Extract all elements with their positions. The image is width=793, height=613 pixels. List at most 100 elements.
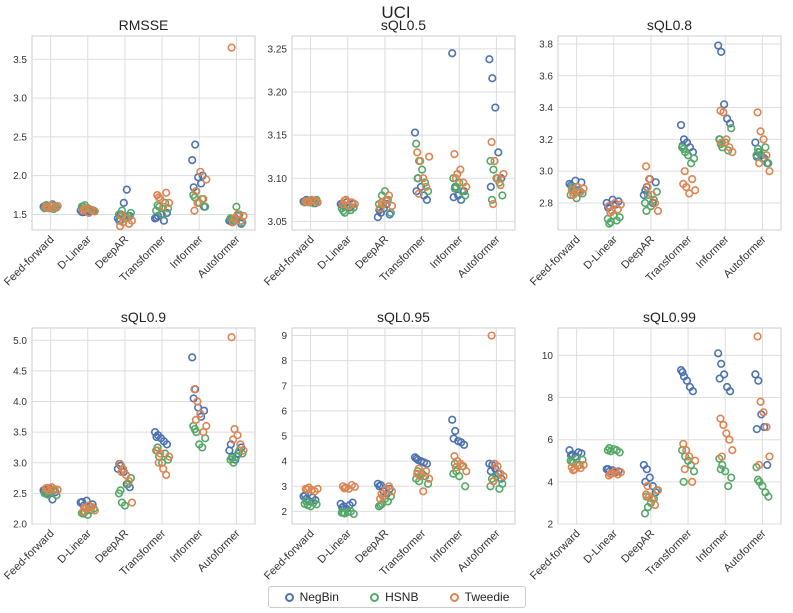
point-tweedie [233,431,242,440]
point-tweedie [569,466,578,475]
point-hsnb [449,174,458,183]
point-negbin [488,74,497,83]
point-tweedie [650,500,660,510]
point-tweedie [350,200,359,209]
point-tweedie [191,415,201,424]
panel-title: sQL0.9 [121,309,166,325]
point-tweedie [653,486,663,495]
point-hsnb [487,195,497,204]
point-hsnb [415,477,424,486]
y-tick-label: 3.4 [539,103,553,114]
point-negbin [720,370,729,379]
y-tick-label: 4.0 [13,397,27,408]
point-tweedie [303,197,312,206]
y-tick-label: 3.2 [539,135,553,146]
point-negbin [48,495,57,504]
point-tweedie [190,206,199,215]
point-hsnb [724,481,733,491]
point-tweedie [162,470,171,480]
legend-item-hsnb: HSNB [370,590,418,604]
point-tweedie [487,137,496,147]
point-negbin [751,370,760,379]
y-tick-label: 5.0 [13,336,27,347]
point-tweedie [641,162,651,171]
point-hsnb [642,206,651,216]
point-tweedie [239,211,248,221]
x-tick-label: DeepAR [93,528,131,566]
point-negbin [714,349,723,358]
point-tweedie [759,408,768,417]
x-tick-label: D-Linear [316,233,355,272]
x-tick-label: Feed-forward [2,528,57,583]
point-tweedie [414,189,423,198]
x-tick-label: DeepAR [353,528,391,566]
x-tick-label: DeepAR [93,234,131,272]
point-hsnb [232,202,241,211]
point-hsnb [489,165,498,174]
point-hsnb [423,479,433,488]
point-tweedie [647,190,657,200]
point-tweedie [643,182,652,192]
y-tick-label: 3.8 [539,39,553,50]
point-hsnb [120,501,130,510]
x-tick-label: Feed-forward [262,528,317,583]
point-tweedie [456,165,465,174]
point-tweedie [685,452,694,461]
legend: NegBin HSNB Tweedie [268,586,526,608]
legend-marker-negbin [284,592,294,602]
point-tweedie [753,332,762,341]
point-tweedie [202,175,211,184]
point-hsnb [190,424,199,434]
y-tick-label: 2 [547,520,553,531]
panel-2: 3.05 3.10 3.15 3.20 3.25 Feed-forwardD-Linear… [262,17,516,289]
point-negbin [448,49,457,58]
point-tweedie [419,487,428,496]
point-hsnb [568,457,577,466]
point-tweedie [156,449,165,458]
point-tweedie [716,414,725,423]
y-tick-label: 2 [281,507,287,518]
y-tick-label: 3.25 [268,44,288,55]
point-negbin [494,148,503,157]
point-tweedie [416,472,425,481]
point-tweedie [579,460,588,470]
point-tweedie [759,135,768,144]
point-tweedie [165,452,174,461]
point-negbin [449,193,458,202]
point-hsnb [758,481,767,491]
point-negbin [486,182,495,191]
point-tweedie [762,151,771,160]
point-tweedie [191,187,201,196]
x-tick-label: Feed-forward [262,234,317,289]
y-tick-label: 3.10 [268,174,288,185]
point-hsnb [764,159,773,168]
y-tick-label: 5 [281,432,287,443]
x-tick-label: D-Linear [56,233,95,272]
y-tick-label: 6 [281,406,287,417]
panel-title: sQL0.99 [643,309,696,325]
point-tweedie [765,452,774,461]
point-negbin [717,359,726,368]
point-tweedie [53,485,62,494]
point-negbin [382,200,391,209]
point-tweedie [606,208,615,217]
point-tweedie [127,498,137,507]
point-tweedie [384,191,394,200]
point-negbin [642,465,651,474]
point-hsnb [163,204,173,213]
point-hsnb [201,202,210,211]
point-tweedie [236,440,245,449]
y-tick-label: 7 [281,381,287,392]
panel-title: sQL0.8 [647,17,692,33]
x-tick-label: Informer [428,233,466,271]
point-tweedie [165,198,174,207]
point-tweedie [462,467,471,476]
point-tweedie [606,469,615,478]
y-tick-label: 3.0 [539,167,553,178]
point-negbin [162,440,172,449]
y-tick-label: 1.5 [13,210,27,221]
point-hsnb [380,187,390,196]
point-tweedie [616,200,625,209]
point-hsnb [423,187,433,196]
